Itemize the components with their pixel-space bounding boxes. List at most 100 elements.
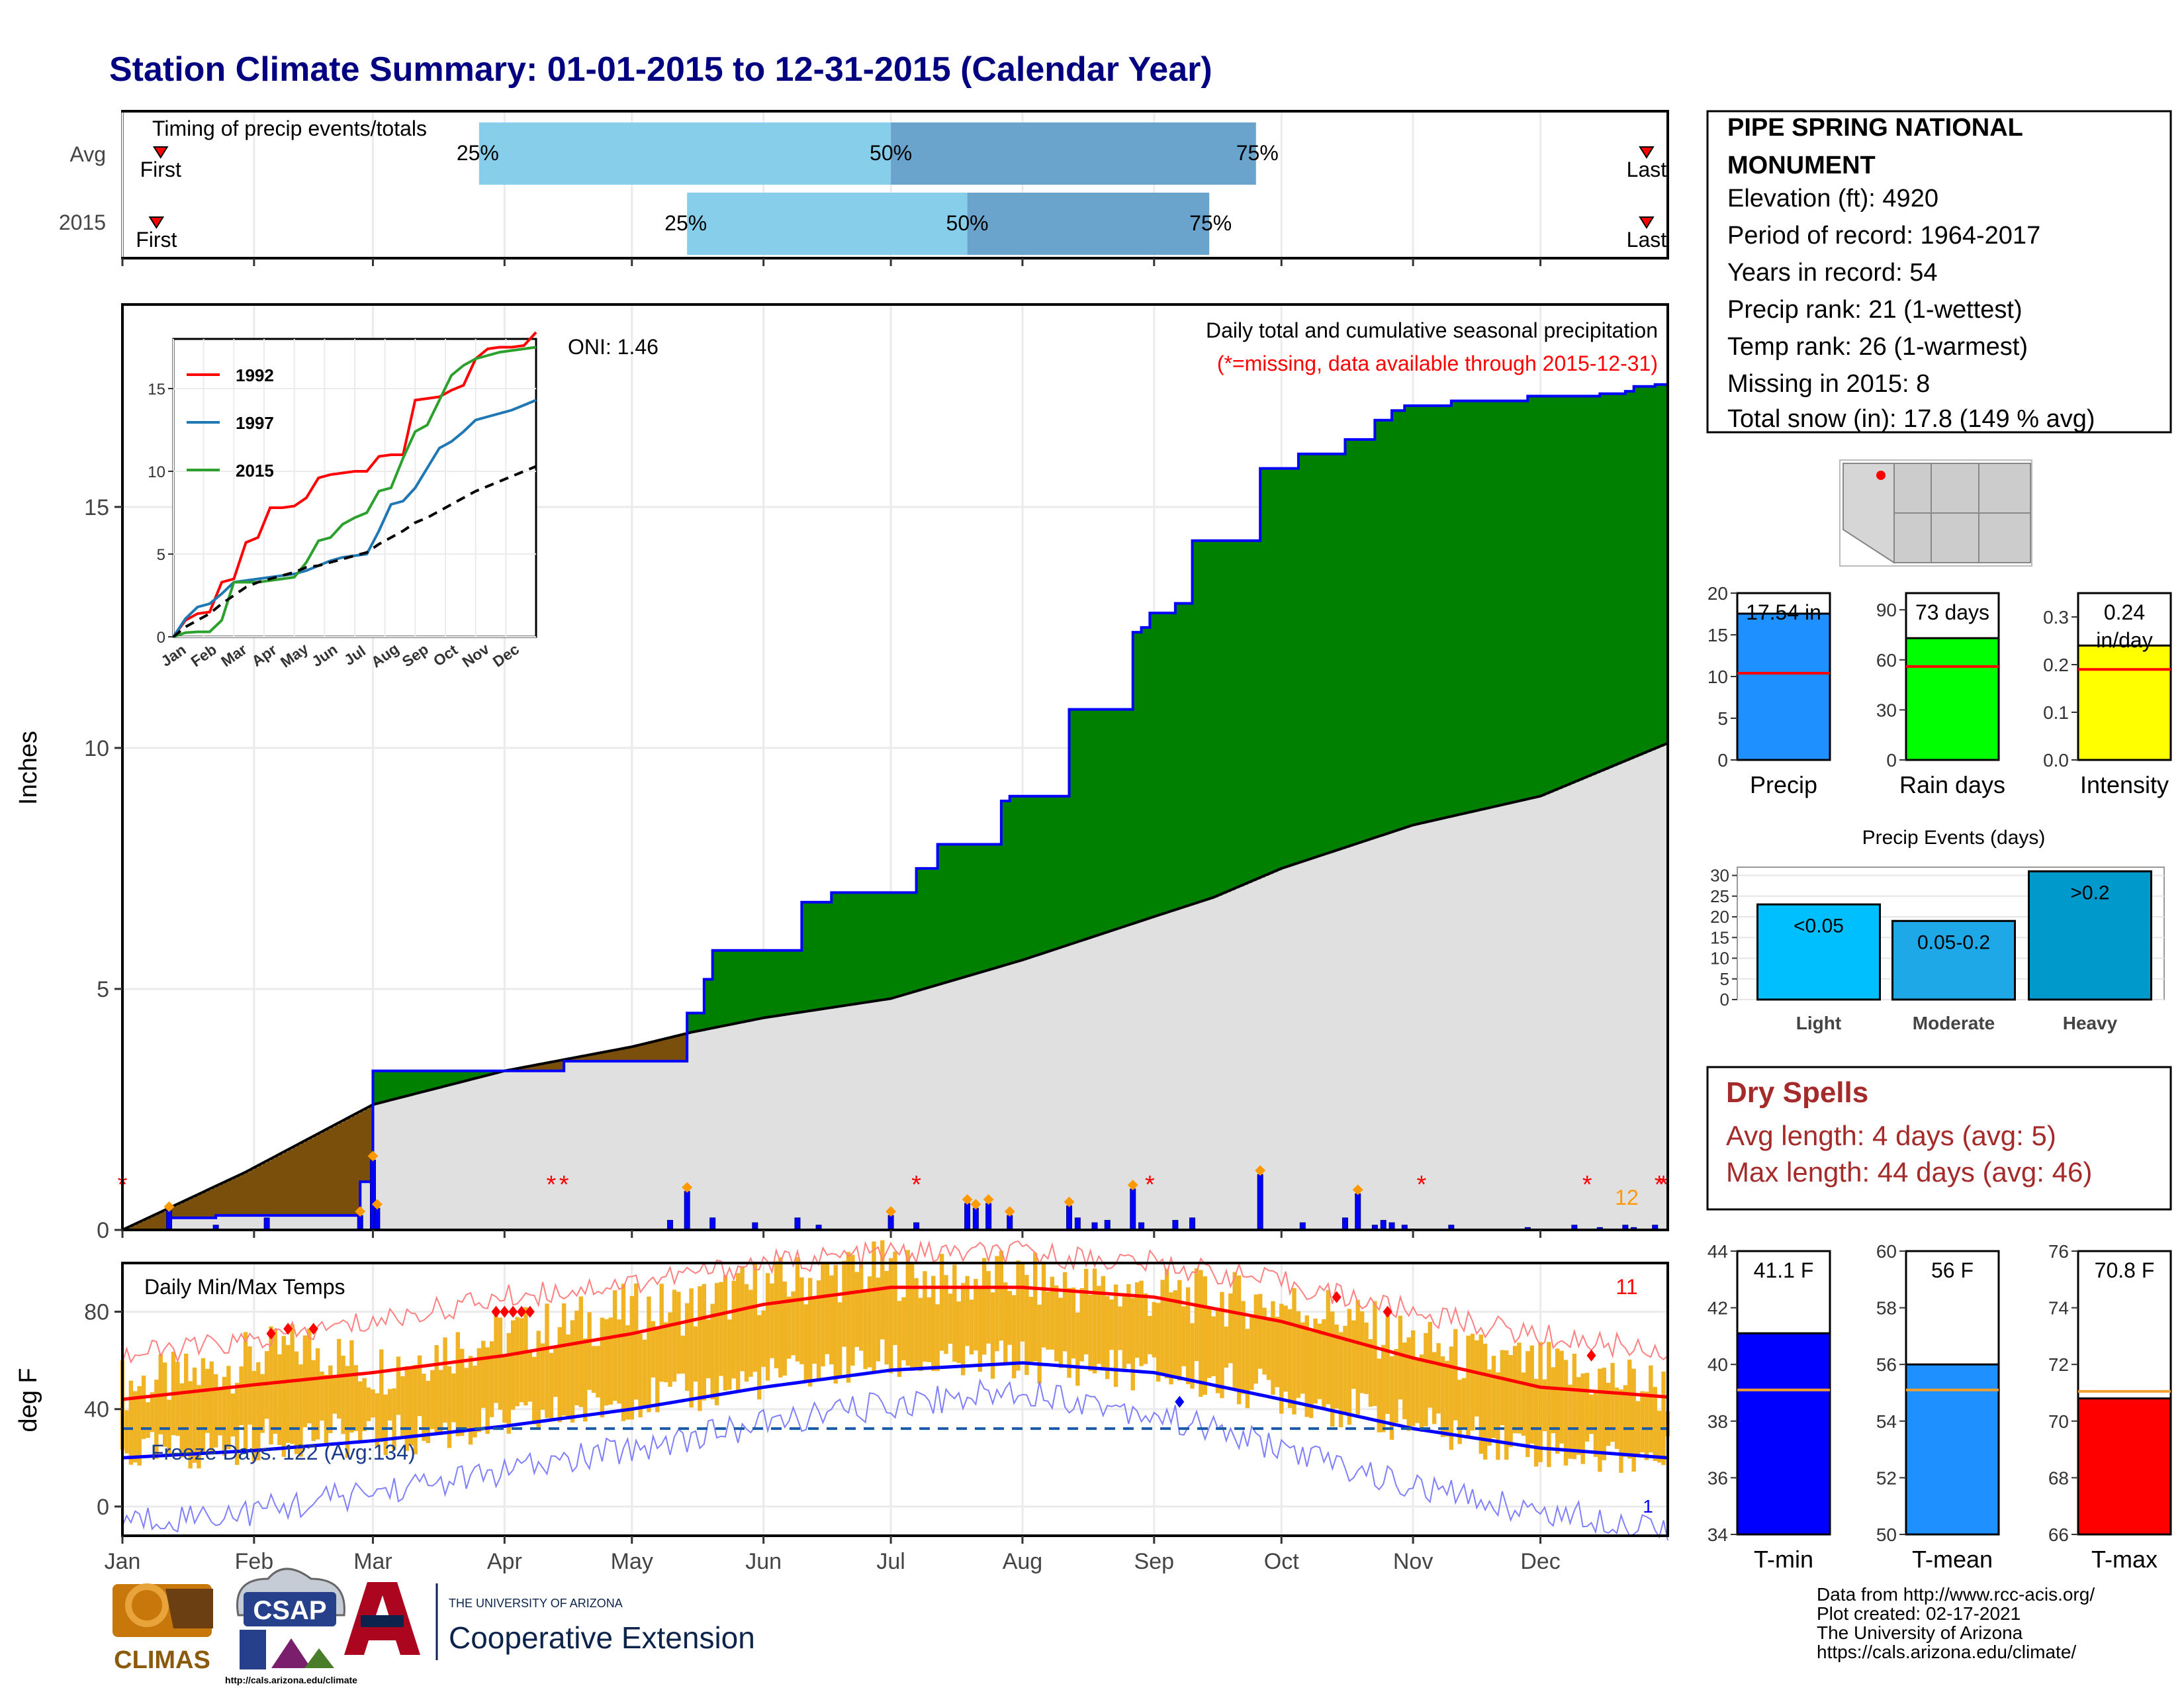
daily-temp-bar — [1075, 1312, 1080, 1386]
daily-temp-bar — [1169, 1292, 1173, 1385]
daily-temp-bar — [197, 1385, 201, 1469]
daily-temp-bar — [786, 1296, 792, 1359]
first-label: First — [136, 228, 177, 252]
wet-surplus-area — [1239, 540, 1244, 887]
wet-surplus-area — [1523, 400, 1528, 800]
daily-temp-bar — [1181, 1306, 1186, 1366]
wet-surplus-area — [1400, 410, 1405, 829]
daily-temp-bar — [290, 1324, 295, 1444]
inset-legend-1997: 1997 — [236, 413, 274, 433]
wet-surplus-area — [1472, 400, 1477, 812]
tmin-value-bar — [1736, 1332, 1831, 1536]
daily-temp-bar — [1317, 1323, 1322, 1399]
locator-map — [1839, 459, 2032, 567]
daily-temp-bar — [1398, 1315, 1403, 1400]
daily-temp-bar — [1410, 1330, 1416, 1427]
daily-temp-bar — [1287, 1309, 1293, 1409]
temp-y-tick-label: 40 — [84, 1397, 109, 1423]
ua-big-text: Cooperative Extension — [449, 1620, 755, 1655]
freeze-days: Freeze Days: 122 (Avg:134) — [151, 1440, 416, 1464]
daily-temp-bar — [1118, 1306, 1122, 1350]
wet-surplus-area — [933, 868, 938, 986]
wet-surplus-area — [475, 1070, 480, 1079]
daily-temp-bar — [294, 1351, 299, 1454]
dry-deficit-area — [144, 1219, 149, 1230]
dry-deficit-area — [241, 1174, 246, 1216]
daily-temp-bar — [485, 1347, 490, 1434]
daily-temp-bar — [1347, 1309, 1352, 1425]
daily-temp-bar — [596, 1346, 600, 1398]
daily-temp-bar — [277, 1354, 282, 1445]
wet-surplus-area — [1638, 386, 1643, 756]
daily-temp-bar — [222, 1376, 227, 1456]
wet-surplus-area — [1273, 468, 1278, 872]
daily-temp-bar — [1253, 1294, 1258, 1384]
wet-surplus-area — [700, 1013, 705, 1031]
daily-temp-bar — [422, 1374, 426, 1441]
timing-row-avg-label: Avg — [69, 142, 106, 166]
wet-surplus-area — [819, 902, 824, 1010]
y-tick-label: 15 — [1710, 927, 1729, 947]
wet-surplus-area — [823, 902, 828, 1009]
daily-temp-bar — [1359, 1311, 1365, 1393]
rain-days-axis-label: Rain days — [1899, 771, 2005, 798]
daily-temp-bar — [952, 1264, 957, 1362]
temp-y-tick-label: 0 — [97, 1495, 109, 1520]
daily-precip-bar — [263, 1217, 270, 1231]
daily-temp-bar — [909, 1262, 915, 1370]
record-min-line — [122, 1378, 1668, 1541]
daily-temp-bar — [451, 1373, 456, 1423]
daily-temp-bar — [209, 1361, 214, 1454]
daily-temp-bar — [600, 1317, 605, 1418]
dry-deficit-area — [253, 1167, 259, 1216]
wet-surplus-area — [1044, 796, 1049, 953]
daily-temp-bar — [1381, 1344, 1386, 1432]
daily-temp-bar — [1368, 1338, 1373, 1407]
daily-temp-bar — [625, 1325, 630, 1420]
wet-surplus-area — [432, 1070, 437, 1090]
daily-temp-bar — [1334, 1324, 1339, 1409]
dry-deficit-area — [640, 1045, 645, 1062]
wet-surplus-area — [1451, 400, 1456, 817]
daily-temp-bar — [1016, 1260, 1021, 1371]
daily-temp-bar — [1126, 1284, 1131, 1364]
timing-25-label: 25% — [664, 211, 707, 235]
dry-deficit-area — [585, 1055, 590, 1062]
wet-surplus-area — [878, 892, 883, 1001]
average-cumulative-line — [122, 741, 1668, 1231]
record-high-marker — [525, 1305, 535, 1318]
dry-deficit-area — [313, 1136, 318, 1216]
month-label: Feb — [235, 1549, 274, 1574]
daily-temp-bar — [617, 1319, 621, 1404]
wet-surplus-area — [725, 950, 730, 1026]
temp-summary-bars: 34 36 38 40 42 44 41.1 F T-min 50 52 54 56 58 60 56 F T… — [1707, 1241, 2172, 1573]
daily-temp-bar — [1538, 1342, 1543, 1462]
dry-deficit-area — [369, 1107, 374, 1182]
wet-surplus-area — [1612, 393, 1617, 767]
dry-deficit-area — [351, 1115, 357, 1216]
dry-deficit-area — [657, 1040, 662, 1062]
wet-surplus-area — [907, 892, 913, 994]
wet-surplus-area — [1311, 453, 1316, 859]
wet-surplus-area — [903, 892, 909, 995]
dry-deficit-area — [211, 1188, 216, 1218]
wet-surplus-area — [1591, 396, 1596, 775]
wet-surplus-area — [1646, 386, 1651, 752]
wet-surplus-area — [1659, 384, 1664, 747]
daily-temp-bar — [1308, 1331, 1314, 1419]
daily-temp-bar — [1105, 1295, 1110, 1380]
info-period: Period of record: 1964-2017 — [1727, 222, 2040, 250]
wet-surplus-area — [1022, 796, 1027, 961]
dry-deficit-area — [203, 1192, 208, 1218]
daily-temp-bar — [1525, 1351, 1530, 1458]
daily-temp-bar — [854, 1272, 859, 1347]
inset-y-tick-label: 0 — [157, 629, 165, 647]
daily-temp-bar — [1627, 1359, 1632, 1459]
wet-surplus-area — [844, 892, 849, 1006]
wet-surplus-area — [721, 950, 726, 1027]
missing-day-marker: * — [1655, 1171, 1664, 1199]
daily-temp-bar — [1024, 1274, 1029, 1375]
daily-temp-bar — [1547, 1342, 1551, 1468]
dry-spells-max: Max length: 44 days (avg: 46) — [1726, 1156, 2092, 1188]
daily-precip-bar — [709, 1217, 716, 1231]
